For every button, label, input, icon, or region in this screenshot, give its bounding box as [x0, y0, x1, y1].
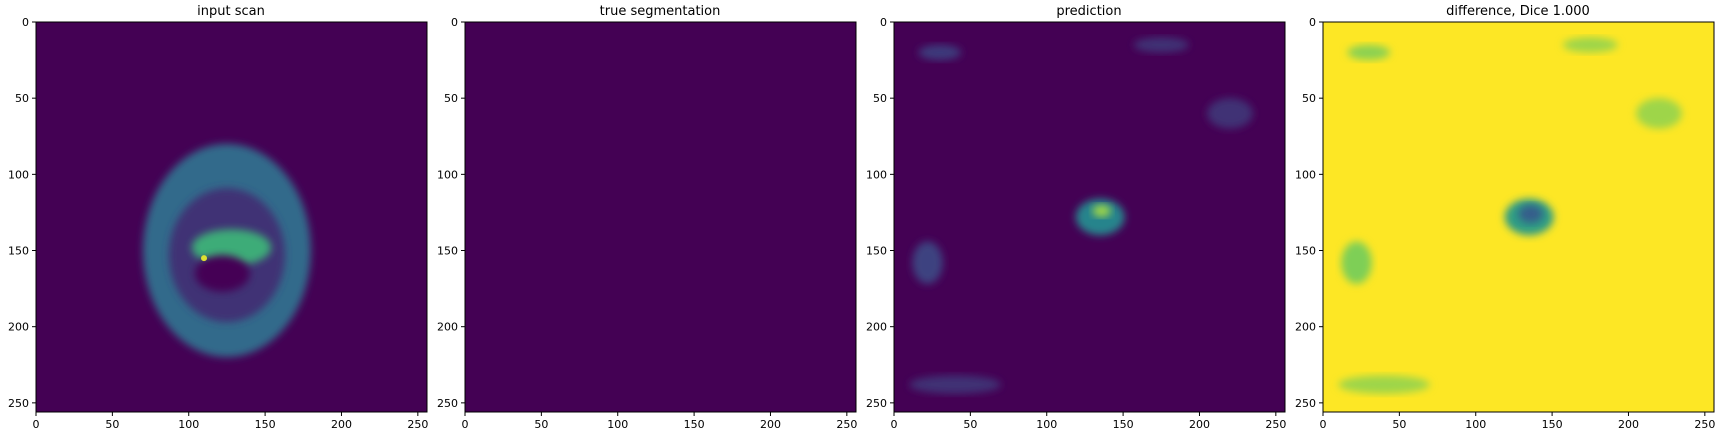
x-tick-label: 50	[963, 418, 977, 431]
y-tick-label: 250	[866, 397, 887, 410]
x-tick-label: 200	[1189, 418, 1210, 431]
heatmap-image	[1323, 22, 1714, 412]
y-tick-label: 0	[22, 16, 29, 29]
y-tick-label: 100	[437, 168, 458, 181]
y-tick-label: 250	[437, 397, 458, 410]
heatmap-region	[1347, 44, 1391, 61]
y-tick-label: 0	[1309, 16, 1316, 29]
y-tick-label: 50	[1302, 92, 1316, 105]
y-tick-label: 200	[8, 321, 29, 334]
x-tick-label: 100	[1036, 418, 1057, 431]
y-tick-label: 50	[873, 92, 887, 105]
panel-prediction: prediction 0 50 100 150 200 250 0 50 100 150 200 25…	[858, 0, 1288, 432]
panel-difference: difference, Dice 1.000 0 50 100 150 200 250 0 5…	[1287, 0, 1717, 432]
x-tick-label: 250	[407, 418, 428, 431]
y-tick-label: 200	[866, 321, 887, 334]
heatmap-region	[1207, 98, 1253, 129]
x-tick-label: 50	[105, 418, 119, 431]
x-tick-label: 150	[1542, 418, 1563, 431]
heatmap-region	[1338, 375, 1430, 394]
heatmap-region	[918, 44, 962, 61]
y-tick-label: 250	[1295, 397, 1316, 410]
x-tick-label: 100	[607, 418, 628, 431]
heatmap-region	[1518, 204, 1543, 224]
x-tick-label: 0	[33, 418, 40, 431]
x-tick-label: 50	[534, 418, 548, 431]
heatmap-region	[1341, 241, 1372, 285]
prediction-plot: prediction 0 50 100 150 200 250 0 50 100 150 200 25…	[866, 4, 1286, 431]
y-tick-label: 0	[451, 16, 458, 29]
heatmap-image	[894, 22, 1285, 412]
x-tick-label: 150	[1113, 418, 1134, 431]
x-tick-label: 150	[255, 418, 276, 431]
heatmap-image	[465, 22, 856, 412]
x-tick-label: 150	[684, 418, 705, 431]
axes-frame	[893, 21, 1286, 413]
panel-title: input scan	[197, 4, 265, 19]
y-tick-label: 100	[8, 168, 29, 181]
x-tick-label: 250	[836, 418, 857, 431]
heatmap-background	[465, 22, 856, 412]
panel-title: prediction	[1056, 4, 1121, 19]
heatmap-hotspot	[201, 255, 208, 262]
x-tick-label: 200	[1618, 418, 1639, 431]
panel-title: difference, Dice 1.000	[1446, 4, 1590, 19]
axes-frame	[1322, 21, 1715, 413]
heatmap-region	[1092, 204, 1111, 217]
y-tick-label: 200	[437, 321, 458, 334]
x-tick-label: 0	[891, 418, 898, 431]
difference-plot: difference, Dice 1.000 0 50 100 150 200 250 0 5…	[1295, 4, 1715, 431]
y-tick-label: 150	[8, 245, 29, 258]
x-tick-label: 0	[1320, 418, 1327, 431]
y-tick-label: 50	[15, 92, 29, 105]
axes-frame	[35, 21, 428, 413]
x-tick-label: 100	[1465, 418, 1486, 431]
y-tick-label: 100	[1295, 168, 1316, 181]
x-tick-label: 100	[178, 418, 199, 431]
panel-true-segmentation: true segmentation 0 50 100 150 200 250 0 50 100 1…	[429, 0, 859, 432]
y-tick-label: 0	[880, 16, 887, 29]
heatmap-region	[1636, 98, 1682, 129]
panel-title: true segmentation	[600, 4, 721, 19]
x-tick-label: 250	[1265, 418, 1286, 431]
x-tick-label: 200	[331, 418, 352, 431]
panel-input-scan: input scan 0 50 100 150 200 250 0 50 100 150 200 25…	[0, 0, 430, 432]
y-tick-label: 250	[8, 397, 29, 410]
y-tick-label: 150	[1295, 245, 1316, 258]
heatmap-image	[36, 22, 427, 412]
x-tick-label: 250	[1694, 418, 1715, 431]
heatmap-region	[194, 255, 250, 292]
heatmap-region	[1075, 198, 1125, 236]
input-scan-plot: input scan 0 50 100 150 200 250 0 50 100 150 200 25…	[8, 4, 428, 431]
true-segmentation-plot: true segmentation 0 50 100 150 200 250 0 50 100 1…	[437, 4, 857, 431]
heatmap-region	[1133, 37, 1189, 53]
y-tick-label: 150	[866, 245, 887, 258]
y-tick-label: 150	[437, 245, 458, 258]
y-tick-label: 200	[1295, 321, 1316, 334]
y-tick-label: 100	[866, 168, 887, 181]
axes-frame	[464, 21, 857, 413]
x-tick-label: 200	[760, 418, 781, 431]
heatmap-region	[912, 241, 943, 285]
heatmap-region	[1562, 37, 1618, 53]
y-tick-label: 50	[444, 92, 458, 105]
x-tick-label: 50	[1392, 418, 1406, 431]
x-tick-label: 0	[462, 418, 469, 431]
heatmap-region	[909, 375, 1001, 394]
